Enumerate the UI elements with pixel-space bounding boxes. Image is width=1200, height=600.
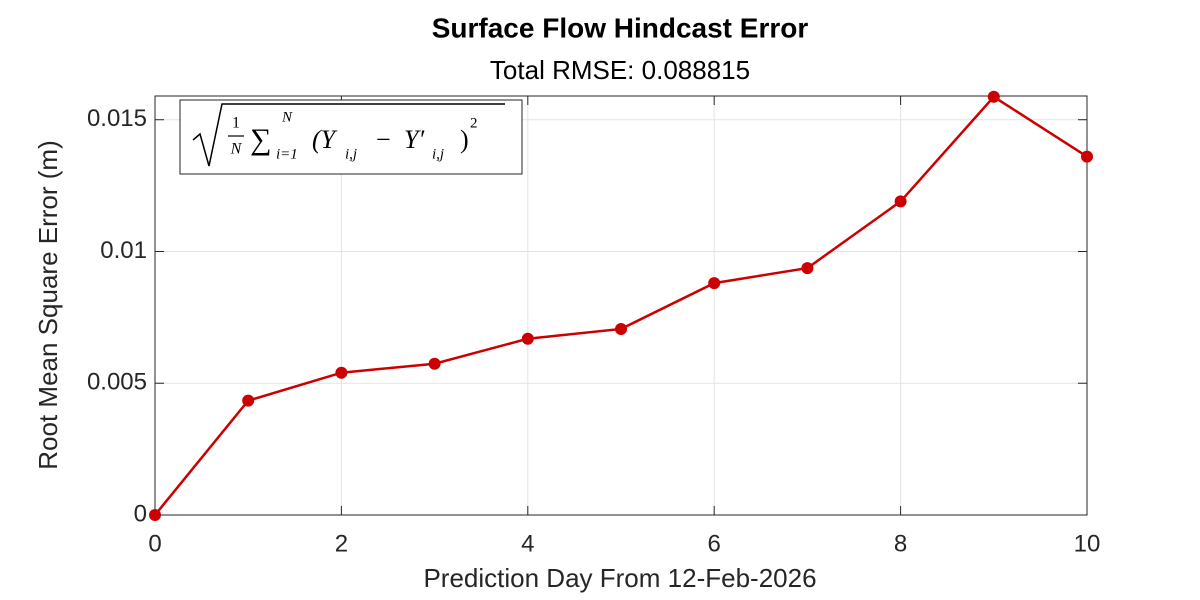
y-tick-label: 0	[134, 500, 147, 527]
data-point	[335, 366, 348, 379]
data-point	[1081, 150, 1093, 163]
sqrt-sign	[192, 103, 505, 167]
data-point	[428, 357, 441, 370]
sum-sign: ∑	[250, 123, 271, 156]
y-tick-label: 0.01	[100, 237, 147, 264]
axes-box	[154, 95, 1088, 516]
term-prime: Y′	[404, 125, 424, 154]
data-point	[242, 394, 255, 407]
y-tick-label: 0.015	[87, 105, 147, 132]
x-tick-label: 6	[708, 530, 721, 557]
subscript: i,j	[345, 146, 357, 162]
data-point	[615, 322, 627, 335]
data-point	[149, 509, 161, 521]
x-tick-label: 0	[148, 530, 161, 557]
minus: −	[376, 125, 391, 154]
y-axis-label: Root Mean Square Error (m)	[33, 140, 63, 469]
data-point	[801, 262, 814, 275]
data-point	[708, 277, 721, 290]
term-open: (Y	[312, 125, 338, 154]
data-point	[987, 90, 1000, 103]
term-close: )	[460, 125, 469, 154]
chart-subtitle: Total RMSE: 0.088815	[490, 55, 750, 85]
data-point	[894, 195, 907, 208]
annotation-box	[179, 99, 523, 175]
denominator: N	[230, 141, 243, 158]
x-tick-label: 2	[335, 530, 348, 557]
x-tick-label: 8	[894, 530, 907, 557]
y-tick-label: 0.005	[87, 369, 147, 396]
sum-lower: i=1	[276, 146, 298, 162]
numerator: 1	[232, 115, 240, 132]
power: 2	[470, 115, 478, 131]
annotation: 1 N ∑ N i=1 (Y i,j − Y′ i,j ) 2	[179, 99, 523, 175]
subscript: i,j	[432, 146, 444, 162]
x-tick-label: 10	[1074, 530, 1101, 557]
x-axis-label: Prediction Day From 12-Feb-2026	[423, 563, 816, 593]
sum-upper: N	[281, 109, 293, 125]
data-point	[521, 332, 534, 345]
x-tick-label: 4	[521, 530, 534, 557]
chart-title: Surface Flow Hindcast Error	[432, 12, 809, 43]
